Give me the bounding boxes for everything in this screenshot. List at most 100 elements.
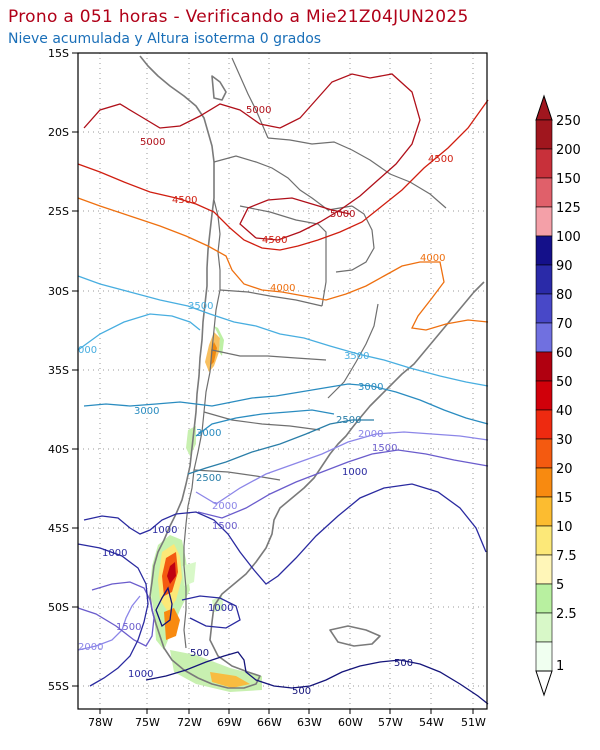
colorbar-swatch <box>535 554 553 585</box>
lat-tick-label: 35S <box>48 364 69 377</box>
lon-tick-label: 63W <box>297 716 322 729</box>
snow-patch-east <box>212 596 224 612</box>
colorbar-label: 10 <box>556 520 573 535</box>
contour-label: 500 <box>292 686 311 697</box>
island-chain <box>329 625 381 647</box>
contour-label: 4000 <box>420 253 445 264</box>
colorbar-swatch <box>535 235 553 266</box>
contour-500 <box>145 651 489 705</box>
contour-label: 5000 <box>140 137 165 148</box>
lon-tick-label: 66W <box>257 716 282 729</box>
lat-tick-label: 15S <box>48 47 69 60</box>
contours <box>77 73 489 705</box>
colorbar-label: 250 <box>556 114 581 129</box>
coastlines <box>139 55 485 689</box>
colorbar-label: 60 <box>556 346 573 361</box>
contour-label: 5000 <box>246 105 271 116</box>
lat-tick-label: 50S <box>48 601 69 614</box>
contour-label: 1000 <box>342 467 367 478</box>
contour-label: 4500 <box>428 154 453 165</box>
lat-tick-label: 30S <box>48 285 69 298</box>
contour-label: 1000 <box>208 603 233 614</box>
snow-patch-fueguian-core <box>210 672 250 688</box>
colorbar-label: 30 <box>556 433 573 448</box>
contour-label: 3500 <box>344 351 369 362</box>
lon-tick-label: 75W <box>135 716 160 729</box>
contour-label: 500 <box>190 648 209 659</box>
lat-tick-label: 45S <box>48 522 69 535</box>
bay-north <box>211 75 227 101</box>
contour-label: 3500 <box>188 301 213 312</box>
map-title: Prono a 051 horas - Verificando a Mie21Z… <box>8 7 469 27</box>
contour-label: 1500 <box>116 622 141 633</box>
contour-label: 000 <box>78 345 97 356</box>
lon-tick-label: 57W <box>378 716 403 729</box>
contour-3000 <box>83 383 489 425</box>
south-america-west-coast <box>139 55 215 679</box>
colorbar-label: 100 <box>556 230 581 245</box>
contour-label: 2000 <box>78 642 103 653</box>
lon-tick-label: 69W <box>217 716 242 729</box>
contour-label: 500 <box>394 658 413 669</box>
colorbar-label: 40 <box>556 404 573 419</box>
colorbar-swatch <box>535 293 553 324</box>
border-peru-bolivia <box>231 57 269 139</box>
contour-label: 2500 <box>336 415 361 426</box>
colorbar: 250 200 150 125 100 90 80 70 60 50 40 30… <box>535 94 581 697</box>
colorbar-swatch <box>535 496 553 527</box>
border-argentina-paraguay <box>239 205 327 307</box>
contour-1000 <box>83 483 487 585</box>
colorbar-swatch <box>535 177 553 208</box>
colorbar-label: 90 <box>556 259 573 274</box>
contour-label: 1000 <box>152 525 177 536</box>
contour-1000-east <box>181 595 241 629</box>
colorbar-swatch <box>535 380 553 411</box>
border-brazil-paraguay <box>335 205 375 273</box>
colorbar-swatch <box>535 351 553 382</box>
lon-tick-label: 51W <box>461 716 486 729</box>
snow-patch-andes-central-edge <box>214 326 224 356</box>
contour-4000 <box>77 197 489 331</box>
lat-tick-label: 40S <box>48 443 69 456</box>
colorbar-swatch <box>535 438 553 469</box>
contour-label: 3000 <box>134 406 159 417</box>
colorbar-label: 150 <box>556 172 581 187</box>
contour-label: 2500 <box>196 473 221 484</box>
border-argentina-interior-1 <box>219 289 323 307</box>
border-bolivia <box>213 155 353 211</box>
contour-label: 1000 <box>128 669 153 680</box>
contour-label: 3000 <box>196 428 221 439</box>
contour-label: 4500 <box>262 235 287 246</box>
colorbar-label: 15 <box>556 491 573 506</box>
contour-label: 1500 <box>212 521 237 532</box>
colorbar-label: 70 <box>556 317 573 332</box>
colorbar-swatch <box>535 206 553 237</box>
south-america-east-coast <box>197 281 485 689</box>
borders <box>183 57 447 649</box>
contour-4500 <box>77 99 489 251</box>
border-chile-argentina <box>183 199 221 649</box>
contour-label: 2000 <box>212 501 237 512</box>
colorbar-swatch <box>535 409 553 440</box>
contour-5000-north <box>83 73 421 241</box>
contour-3500 <box>77 275 489 387</box>
contour-label: 3000 <box>358 382 383 393</box>
contour-5000-south-loop <box>239 197 351 239</box>
colorbar-label: 200 <box>556 143 581 158</box>
contour-label: 1000 <box>102 548 127 559</box>
colorbar-swatch <box>535 612 553 643</box>
colorbar-label: 125 <box>556 201 581 216</box>
snow-patch-patagonia-south <box>164 608 180 640</box>
colorbar-label: 50 <box>556 375 573 390</box>
colorbar-label: 5 <box>556 578 564 593</box>
contour-1500-west <box>77 581 155 647</box>
lon-axis <box>99 709 474 714</box>
colorbar-swatch <box>535 119 553 150</box>
colorbar-swatch <box>535 148 553 179</box>
plot-frame <box>77 52 488 710</box>
contour-2500 <box>187 419 374 475</box>
lat-tick-label: 55S <box>48 680 69 693</box>
lat-tick-label: 25S <box>48 205 69 218</box>
contour-label: 1500 <box>372 443 397 454</box>
colorbar-label: 7.5 <box>556 549 577 564</box>
